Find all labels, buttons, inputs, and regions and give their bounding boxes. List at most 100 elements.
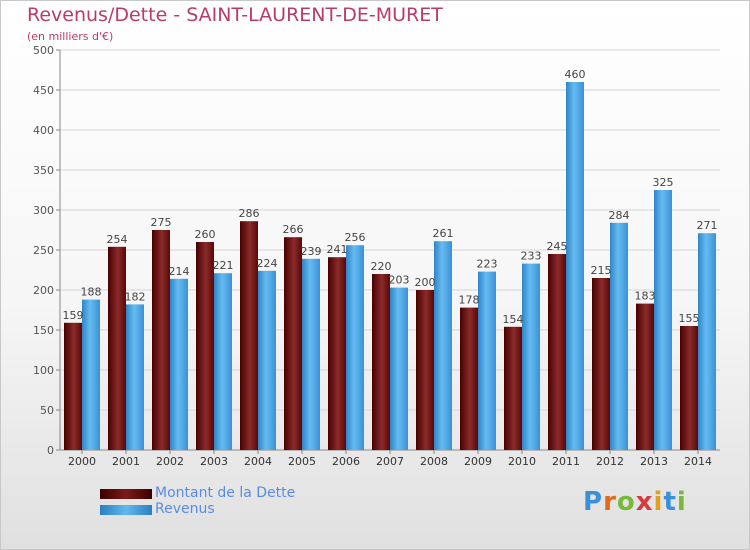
bar-dette — [64, 322, 82, 450]
data-label-dette: 241 — [327, 243, 348, 256]
bar-revenus — [610, 222, 628, 450]
x-tick-label: 2005 — [288, 455, 316, 468]
y-tick-label: 150 — [33, 324, 54, 337]
bar-dette — [416, 290, 434, 450]
legend-swatch-dette — [100, 489, 152, 499]
data-label-revenus: 256 — [345, 231, 366, 244]
bar-dette — [284, 237, 302, 450]
y-tick-label: 450 — [33, 84, 54, 97]
legend-label-dette: Montant de la Dette — [155, 485, 296, 501]
data-label-revenus: 271 — [697, 219, 718, 232]
data-label-revenus: 221 — [213, 259, 234, 272]
y-tick-label: 200 — [33, 284, 54, 297]
y-tick-label: 500 — [33, 44, 54, 57]
bar-revenus — [698, 233, 716, 450]
bar-dette — [548, 254, 566, 450]
logo-letter: o — [616, 487, 636, 517]
bar-revenus — [566, 82, 584, 450]
bar-dette — [196, 242, 214, 450]
bar-dette — [592, 278, 610, 450]
x-tick-label: 2006 — [332, 455, 360, 468]
y-tick-label: 300 — [33, 204, 54, 217]
data-label-revenus: 214 — [169, 265, 190, 278]
x-tick-label: 2003 — [200, 455, 228, 468]
x-tick-label: 2011 — [552, 455, 580, 468]
x-tick-label: 2014 — [684, 455, 712, 468]
data-label-dette: 260 — [195, 228, 216, 241]
bar-revenus — [478, 271, 496, 450]
x-tick-label: 2009 — [464, 455, 492, 468]
data-label-dette: 275 — [151, 216, 172, 229]
x-tick-label: 2013 — [640, 455, 668, 468]
data-label-revenus: 224 — [257, 257, 278, 270]
data-label-dette: 286 — [239, 207, 260, 220]
bar-revenus — [170, 278, 188, 450]
data-label-revenus: 261 — [433, 227, 454, 240]
y-tick-label: 250 — [33, 244, 54, 257]
data-label-revenus: 325 — [653, 176, 674, 189]
bar-revenus — [214, 273, 232, 450]
x-tick-label: 2010 — [508, 455, 536, 468]
x-tick-label: 2000 — [68, 455, 96, 468]
data-label-dette: 266 — [283, 223, 304, 236]
data-label-dette: 200 — [415, 276, 436, 289]
bar-revenus — [654, 190, 672, 450]
data-label-dette: 215 — [591, 264, 612, 277]
bar-revenus — [258, 270, 276, 450]
proxiti-logo: Proxiti — [583, 487, 687, 517]
bar-revenus — [434, 241, 452, 450]
data-label-dette: 155 — [679, 312, 700, 325]
legend-label-revenus: Revenus — [155, 501, 215, 517]
y-tick-label: 0 — [47, 444, 54, 457]
x-tick-label: 2004 — [244, 455, 272, 468]
data-label-revenus: 284 — [609, 209, 630, 222]
data-label-dette: 254 — [107, 233, 128, 246]
bar-dette — [152, 230, 170, 450]
data-label-dette: 154 — [503, 313, 524, 326]
bar-dette — [680, 326, 698, 450]
x-tick-label: 2012 — [596, 455, 624, 468]
data-label-dette: 245 — [547, 240, 568, 253]
logo-letter: i — [676, 487, 687, 517]
bar-revenus — [522, 263, 540, 450]
data-label-dette: 183 — [635, 290, 656, 303]
y-tick-label: 100 — [33, 364, 54, 377]
bar-revenus — [346, 245, 364, 450]
bar-revenus — [82, 299, 100, 450]
bar-dette — [240, 221, 258, 450]
y-tick-label: 350 — [33, 164, 54, 177]
bar-dette — [372, 274, 390, 450]
data-label-revenus: 460 — [565, 68, 586, 81]
data-label-dette: 159 — [63, 309, 84, 322]
x-tick-label: 2008 — [420, 455, 448, 468]
logo-letter: r — [603, 487, 617, 517]
x-tick-label: 2001 — [112, 455, 140, 468]
data-label-revenus: 203 — [389, 274, 410, 287]
chart-title: Revenus/Dette - SAINT-LAURENT-DE-MURET — [27, 4, 443, 26]
bar-revenus — [126, 304, 144, 450]
logo-letter: P — [583, 487, 604, 517]
y-tick-label: 400 — [33, 124, 54, 137]
data-label-dette: 178 — [459, 294, 480, 307]
data-label-dette: 220 — [371, 260, 392, 273]
logo-letter: x — [635, 487, 654, 517]
data-label-revenus: 223 — [477, 258, 498, 271]
x-tick-label: 2007 — [376, 455, 404, 468]
chart-subtitle: (en milliers d'€) — [27, 30, 114, 43]
legend-swatch-revenus — [100, 505, 152, 515]
bar-revenus — [302, 258, 320, 450]
bar-dette — [504, 326, 522, 450]
bar-dette — [328, 257, 346, 450]
bar-dette — [636, 303, 654, 450]
data-label-revenus: 182 — [125, 290, 146, 303]
bar-dette — [108, 246, 126, 450]
x-tick-label: 2002 — [156, 455, 184, 468]
bar-dette — [460, 307, 478, 450]
logo-letter: t — [663, 487, 677, 517]
data-label-revenus: 239 — [301, 245, 322, 258]
bar-revenus — [390, 287, 408, 450]
data-label-revenus: 233 — [521, 250, 542, 263]
y-tick-label: 50 — [40, 404, 54, 417]
logo-letter: i — [653, 487, 664, 517]
